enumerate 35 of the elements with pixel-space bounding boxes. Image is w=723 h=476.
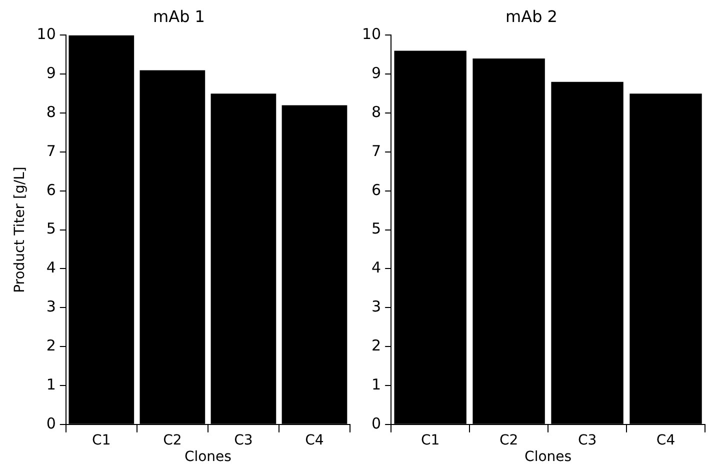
y-tick-label: 2 <box>46 336 56 354</box>
chart-title: mAb 1 <box>153 6 205 26</box>
x-tick-label: C2 <box>499 432 518 448</box>
y-tick-label: 7 <box>372 142 382 160</box>
x-tick-label: C4 <box>656 432 676 448</box>
y-tick-label: 1 <box>46 375 56 394</box>
y-tick-label: 9 <box>372 64 382 82</box>
y-tick-label: 4 <box>372 258 382 277</box>
y-tick-label: 10 <box>36 25 56 44</box>
y-tick-label: 4 <box>46 258 56 277</box>
y-tick-label: 5 <box>46 220 56 238</box>
y-tick-label: 10 <box>362 25 382 44</box>
x-tick-label: C1 <box>92 432 111 448</box>
y-tick-label: 6 <box>46 180 56 199</box>
y-tick-label: 9 <box>46 64 56 82</box>
x-tick-label: C2 <box>163 432 182 448</box>
x-tick-label: C3 <box>578 432 597 448</box>
y-tick-label: 6 <box>372 180 382 199</box>
x-tick-label: C4 <box>305 432 324 448</box>
y-tick-label: 7 <box>46 142 56 160</box>
y-tick-label: 8 <box>46 102 56 121</box>
y-tick-label: 8 <box>372 102 382 121</box>
x-tick-label: C3 <box>234 432 253 448</box>
y-axis-title: Product Titer [g/L] <box>12 166 28 293</box>
chart-title: mAb 2 <box>506 6 558 26</box>
y-tick-label: 0 <box>372 414 382 432</box>
x-axis-title: Clones <box>524 449 572 466</box>
y-tick-label: 5 <box>372 220 382 238</box>
x-axis-title: Clones <box>184 449 232 466</box>
y-tick-label: 2 <box>372 336 382 354</box>
y-tick-label: 3 <box>46 298 56 316</box>
x-tick-label: C1 <box>420 432 440 448</box>
y-tick-label: 0 <box>46 414 56 432</box>
y-tick-label: 1 <box>372 375 382 394</box>
y-tick-label: 3 <box>372 298 382 316</box>
